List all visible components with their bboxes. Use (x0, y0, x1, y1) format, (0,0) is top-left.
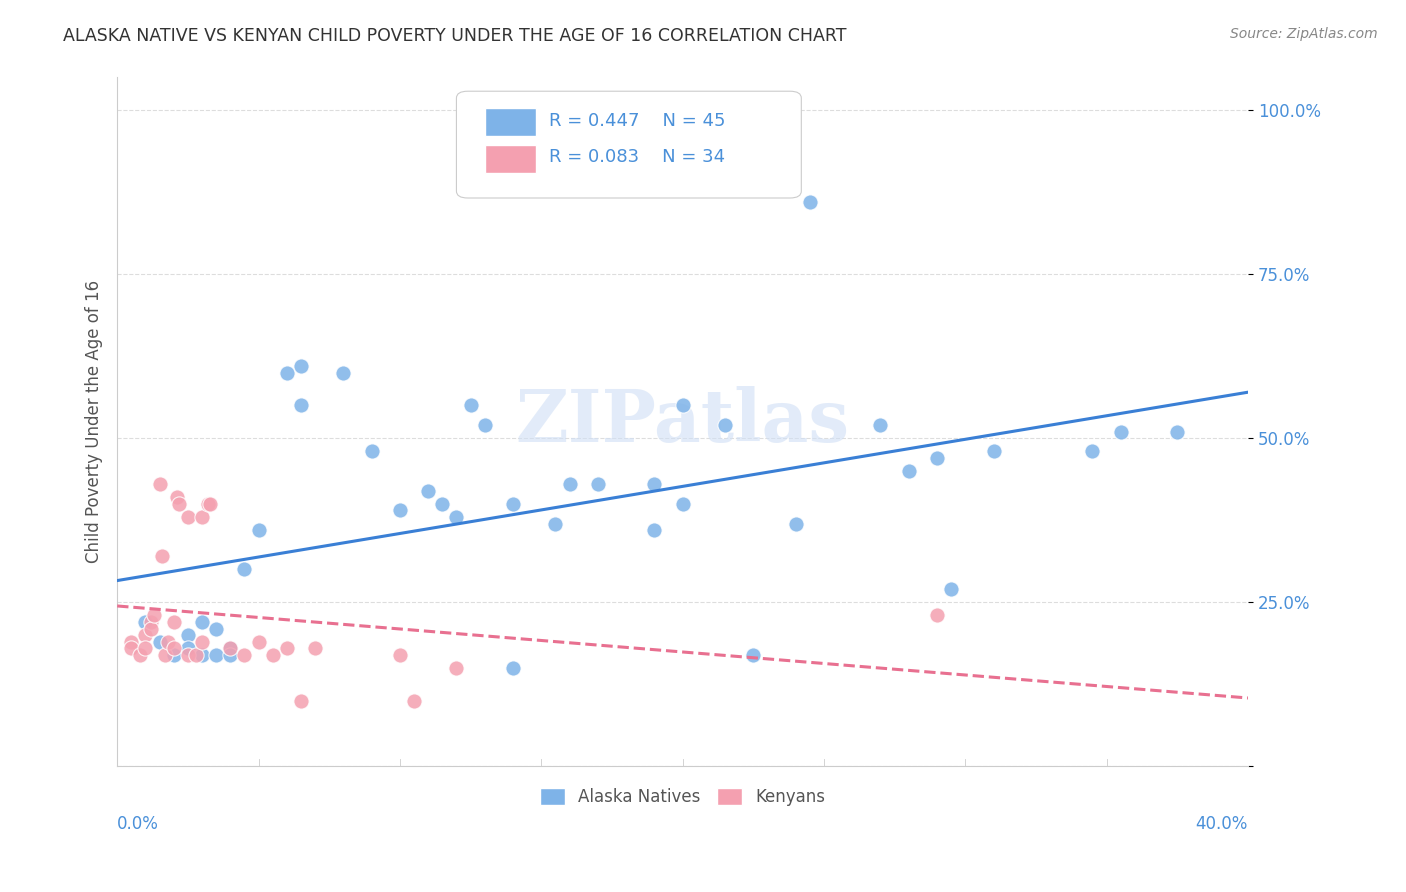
Point (388, 503, 411, 517)
Point (939, 582, 962, 597)
Point (671, 497, 693, 511)
Text: R = 0.083    N = 34: R = 0.083 N = 34 (550, 148, 725, 166)
Point (446, 661, 468, 675)
Point (142, 608, 165, 623)
Point (149, 477, 172, 491)
FancyBboxPatch shape (457, 91, 801, 198)
Point (290, 359, 312, 373)
Point (332, 366, 354, 380)
Point (134, 628, 156, 642)
Point (925, 608, 948, 623)
Point (402, 694, 425, 708)
Point (191, 510, 214, 524)
Point (134, 615, 156, 629)
Point (290, 399, 312, 413)
Point (418, 483, 440, 498)
Point (558, 477, 581, 491)
Point (276, 366, 298, 380)
Point (1109, 425, 1132, 439)
Point (139, 622, 162, 636)
Point (233, 648, 256, 662)
Point (276, 641, 298, 656)
Point (219, 648, 242, 662)
Point (191, 648, 214, 662)
Point (177, 648, 200, 662)
Point (460, 399, 482, 413)
Point (120, 634, 142, 648)
Text: ZIPatlas: ZIPatlas (516, 386, 849, 458)
Point (586, 477, 609, 491)
Point (205, 622, 228, 636)
Point (785, 516, 807, 531)
Point (186, 648, 208, 662)
Point (290, 694, 312, 708)
Point (219, 641, 242, 656)
Point (247, 634, 270, 648)
Text: 0.0%: 0.0% (117, 814, 159, 832)
Point (502, 497, 524, 511)
Point (166, 491, 188, 505)
Point (152, 549, 174, 564)
Point (432, 497, 454, 511)
Text: Source: ZipAtlas.com: Source: ZipAtlas.com (1230, 27, 1378, 41)
Point (643, 477, 665, 491)
Point (1166, 425, 1188, 439)
Point (163, 648, 186, 662)
Point (1081, 444, 1104, 458)
Text: 40.0%: 40.0% (1195, 814, 1249, 832)
Point (120, 641, 142, 656)
Point (219, 641, 242, 656)
Point (155, 648, 177, 662)
Point (897, 464, 920, 478)
Point (200, 497, 222, 511)
Point (128, 648, 150, 662)
Point (157, 634, 180, 648)
Point (205, 648, 228, 662)
Point (191, 615, 214, 629)
Text: ALASKA NATIVE VS KENYAN CHILD POVERTY UNDER THE AGE OF 16 CORRELATION CHART: ALASKA NATIVE VS KENYAN CHILD POVERTY UN… (63, 27, 846, 45)
Point (177, 510, 200, 524)
Point (191, 634, 214, 648)
Point (169, 497, 191, 511)
Text: R = 0.447    N = 45: R = 0.447 N = 45 (550, 112, 725, 130)
Point (714, 418, 737, 433)
FancyBboxPatch shape (485, 109, 536, 136)
Point (474, 418, 496, 433)
Point (163, 641, 186, 656)
Point (388, 648, 411, 662)
Point (233, 562, 256, 576)
Point (304, 641, 326, 656)
Point (925, 450, 948, 465)
Point (544, 516, 567, 531)
Point (134, 641, 156, 656)
Point (671, 399, 693, 413)
Point (163, 615, 186, 629)
Point (799, 195, 821, 210)
Point (247, 523, 270, 537)
Legend: Alaska Natives, Kenyans: Alaska Natives, Kenyans (533, 781, 832, 814)
Point (983, 444, 1005, 458)
Point (177, 641, 200, 656)
Point (139, 615, 162, 629)
Point (177, 628, 200, 642)
Point (502, 661, 524, 675)
Point (446, 510, 468, 524)
Point (197, 497, 219, 511)
Point (149, 634, 172, 648)
Point (869, 418, 891, 433)
Point (262, 648, 284, 662)
Point (360, 444, 382, 458)
Y-axis label: Child Poverty Under the Age of 16: Child Poverty Under the Age of 16 (86, 280, 103, 564)
Point (643, 523, 665, 537)
Point (742, 648, 765, 662)
FancyBboxPatch shape (485, 145, 536, 172)
